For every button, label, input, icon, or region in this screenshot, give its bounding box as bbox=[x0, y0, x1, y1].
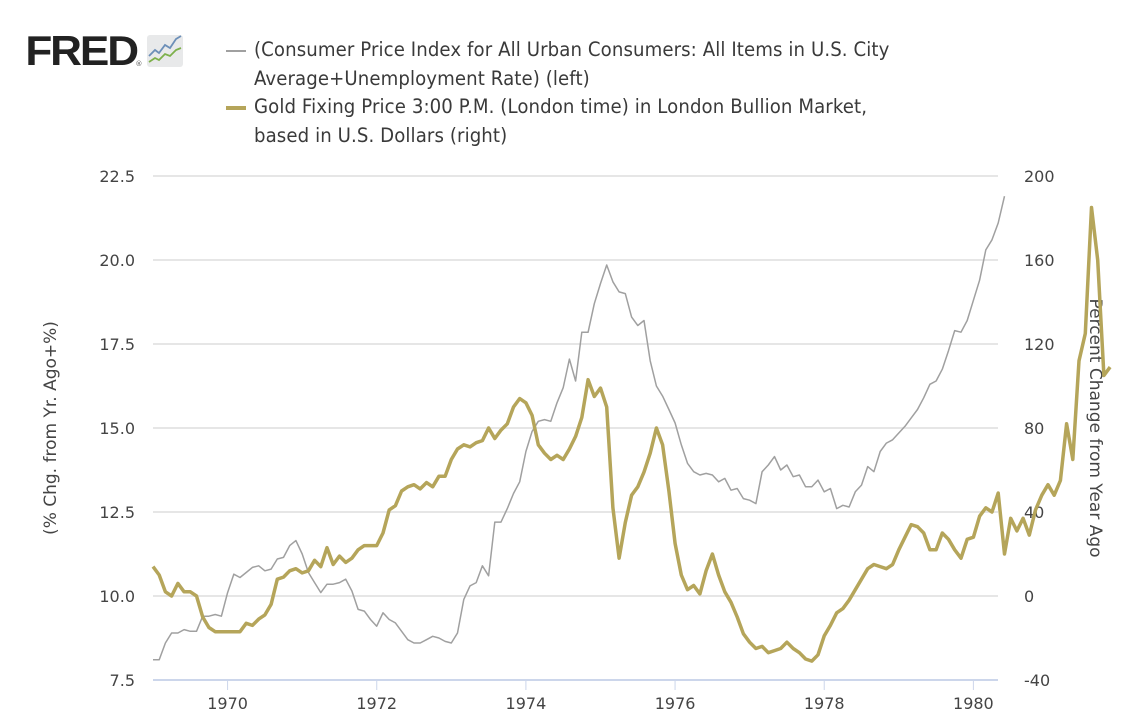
logo-text: FRED bbox=[25, 27, 139, 74]
x-tick-label: 1972 bbox=[356, 694, 397, 713]
x-tick-label: 1974 bbox=[506, 694, 547, 713]
y-left-tick-label: 17.5 bbox=[99, 335, 135, 354]
y-axis-left-title: (% Chg. from Yr. Ago+%) bbox=[41, 321, 61, 535]
y-left-tick-label: 22.5 bbox=[99, 167, 135, 186]
registered-mark: ® bbox=[135, 60, 143, 68]
series-lines bbox=[151, 196, 1112, 663]
x-tick-label: 1970 bbox=[207, 694, 248, 713]
y-left-tick-label: 12.5 bbox=[99, 503, 135, 522]
y-right-tick-label: -40 bbox=[1024, 671, 1050, 690]
chart-legend: (Consumer Price Index for All Urban Cons… bbox=[226, 36, 966, 150]
y-left-tick-label: 7.5 bbox=[110, 671, 135, 690]
y-right-tick-label: 0 bbox=[1024, 587, 1034, 606]
y-left-tick-label: 20.0 bbox=[99, 251, 135, 270]
line-chart-icon bbox=[147, 35, 184, 67]
series-line-cpi-unemployment[interactable] bbox=[153, 196, 1006, 661]
legend-item-cpi-unemployment[interactable]: (Consumer Price Index for All Urban Cons… bbox=[226, 36, 966, 93]
legend-swatch-gold bbox=[226, 106, 246, 110]
x-tick-label: 1976 bbox=[655, 694, 696, 713]
y-right-tick-label: 120 bbox=[1024, 335, 1055, 354]
y-axis-left: 7.5 10.0 12.5 15.0 17.5 20.0 22.5 bbox=[99, 167, 135, 690]
y-left-tick-label: 15.0 bbox=[99, 419, 135, 438]
x-axis: 1970 1972 1974 1976 1978 1980 bbox=[153, 679, 998, 713]
legend-label: (Consumer Price Index for All Urban Cons… bbox=[254, 38, 890, 90]
x-tick-label: 1980 bbox=[953, 694, 994, 713]
y-left-tick-label: 10.0 bbox=[99, 587, 135, 606]
y-axis-right-title: Percent Change from Year Ago bbox=[1085, 298, 1105, 557]
fred-logo[interactable]: FRED ® bbox=[25, 27, 184, 74]
legend-item-gold[interactable]: Gold Fixing Price 3:00 P.M. (London time… bbox=[226, 93, 966, 150]
legend-swatch-gray bbox=[226, 50, 246, 52]
y-right-tick-label: 200 bbox=[1024, 167, 1055, 186]
series-line-gold[interactable] bbox=[151, 205, 1112, 663]
x-tick-label: 1978 bbox=[804, 694, 845, 713]
legend-label: Gold Fixing Price 3:00 P.M. (London time… bbox=[254, 95, 868, 147]
gridlines bbox=[153, 175, 998, 597]
y-right-tick-label: 80 bbox=[1024, 419, 1044, 438]
y-right-tick-label: 160 bbox=[1024, 251, 1055, 270]
